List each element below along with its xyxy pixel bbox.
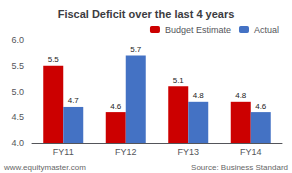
svg-text:FY12: FY12 bbox=[115, 147, 137, 157]
svg-text:www.equitymaster.com: www.equitymaster.com bbox=[3, 163, 86, 172]
svg-text:4.8: 4.8 bbox=[235, 91, 247, 100]
svg-text:5.5: 5.5 bbox=[11, 61, 24, 71]
svg-text:FY11: FY11 bbox=[53, 147, 74, 157]
svg-text:4.5: 4.5 bbox=[11, 112, 24, 122]
svg-text:4.8: 4.8 bbox=[193, 91, 205, 100]
svg-text:Fiscal Deficit over the last 4: Fiscal Deficit over the last 4 years bbox=[58, 8, 235, 20]
svg-text:FY13: FY13 bbox=[177, 147, 199, 157]
svg-text:Budget Estimate: Budget Estimate bbox=[165, 25, 231, 35]
svg-text:4.7: 4.7 bbox=[68, 96, 80, 105]
svg-text:5.1: 5.1 bbox=[173, 76, 185, 85]
svg-text:5.7: 5.7 bbox=[130, 45, 142, 54]
svg-text:Actual: Actual bbox=[254, 25, 279, 35]
svg-text:5.5: 5.5 bbox=[48, 55, 60, 64]
svg-text:4.6: 4.6 bbox=[255, 102, 267, 111]
svg-text:Source: Business Standard: Source: Business Standard bbox=[191, 163, 288, 172]
svg-text:4.0: 4.0 bbox=[11, 138, 24, 148]
svg-text:6.0: 6.0 bbox=[11, 35, 24, 45]
svg-text:5.0: 5.0 bbox=[11, 87, 24, 97]
svg-text:FY14: FY14 bbox=[240, 147, 262, 157]
svg-text:4.6: 4.6 bbox=[110, 102, 122, 111]
